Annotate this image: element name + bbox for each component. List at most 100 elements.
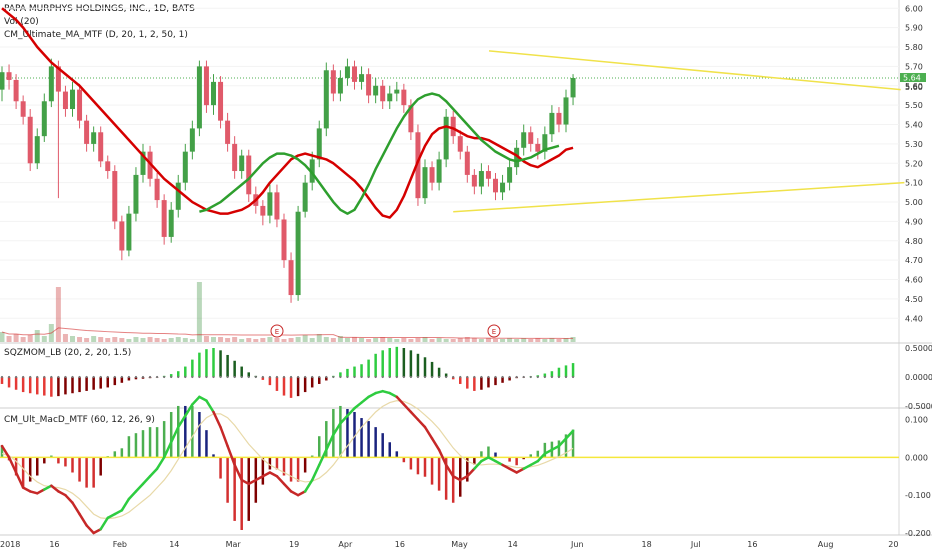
macd-line-segment: [113, 509, 124, 516]
macd-line-segment: [564, 429, 575, 440]
volume-bar: [366, 339, 372, 342]
volume-bar: [20, 337, 26, 342]
sqzmom-squeeze-dot: [50, 375, 53, 379]
candle-body: [535, 143, 541, 152]
time-tick-label: Jun: [570, 540, 584, 549]
trendline: [453, 181, 905, 213]
candle-body: [295, 211, 301, 296]
candle-body: [98, 132, 104, 162]
candle-body: [422, 167, 428, 199]
sqzmom-squeeze-dot: [536, 375, 539, 379]
macd-line-segment: [21, 486, 32, 493]
sqzmom-squeeze-dot: [57, 375, 60, 379]
volume-bar: [330, 338, 336, 342]
candle-body: [161, 200, 167, 237]
sqzmom-squeeze-dot: [184, 375, 187, 379]
macd-line-segment: [437, 448, 448, 467]
time-tick-label: 16: [49, 540, 59, 549]
macd-line-segment: [14, 471, 25, 489]
sqzmom-squeeze-dot: [177, 375, 180, 379]
volume-bar: [457, 338, 463, 342]
sqzmom-squeeze-dot: [261, 375, 264, 379]
macd-line-segment: [226, 444, 236, 467]
candle-body: [485, 171, 491, 179]
sqzmom-squeeze-dot: [543, 375, 546, 379]
macd-line-segment: [57, 490, 67, 497]
candle-body: [274, 192, 280, 220]
time-tick-label: May: [451, 540, 468, 549]
candle-body: [352, 66, 357, 82]
volume-bar: [13, 334, 19, 342]
sqzmom-squeeze-dot: [120, 375, 123, 379]
macd-line-segment: [522, 463, 532, 470]
candle-body: [140, 151, 146, 175]
candle-body: [556, 112, 562, 125]
sqzmom-squeeze-dot: [339, 375, 342, 379]
macd-line-segment: [395, 395, 406, 406]
volume-bar: [514, 339, 520, 342]
macd-line-segment: [494, 459, 504, 467]
sqzmom-squeeze-dot: [198, 375, 201, 379]
macd-line-segment: [36, 488, 46, 495]
volume-bar: [281, 339, 287, 342]
volume-bar: [62, 334, 68, 342]
macd-line-segment: [177, 414, 187, 429]
candle-body: [408, 105, 414, 133]
macd-tick-label: 0.100: [905, 416, 928, 425]
candle-body: [380, 85, 386, 102]
sqzmom-squeeze-dot: [43, 375, 46, 379]
candle-body: [330, 70, 336, 94]
volume-bar: [105, 338, 111, 342]
volume-bar: [323, 337, 329, 342]
price-tick-label: 4.60: [905, 276, 923, 285]
sqzmom-label: SQZMOM_LB (20, 2, 20, 1.5): [4, 348, 131, 358]
sqzmom-squeeze-dot: [473, 375, 476, 379]
candle-body: [147, 151, 153, 179]
macd-line-segment: [487, 456, 497, 463]
sqzmom-squeeze-dot: [466, 375, 469, 379]
volume-bar: [91, 336, 97, 342]
macd-line-segment: [536, 452, 547, 463]
sqzmom-squeeze-dot: [374, 375, 377, 379]
volume-bar: [140, 338, 146, 342]
volume-bar: [203, 336, 209, 342]
sqzmom-squeeze-dot: [297, 375, 300, 379]
macd-line-segment: [310, 463, 321, 482]
sqzmom-squeeze-dot: [515, 375, 518, 379]
candle-body: [464, 151, 470, 175]
time-tick-label: Feb: [113, 540, 127, 549]
macd-line-segment: [162, 441, 173, 459]
ma-indicator-label: CM_Ultimate_MA_MTF (D, 20, 1, 2, 50, 1): [4, 30, 188, 40]
price-tick-label: 5.20: [905, 159, 923, 168]
volume-bar: [380, 337, 386, 342]
volume-bar: [27, 335, 33, 342]
time-tick-label: 2018: [0, 540, 20, 549]
candle-body: [119, 221, 125, 251]
candle-body: [154, 178, 160, 201]
macd-tick-label: 0.000: [905, 453, 928, 462]
sqzmom-squeeze-dot: [501, 375, 504, 379]
moving-averages-layer: [1, 7, 574, 219]
volume-bar: [126, 339, 132, 342]
candle-body: [211, 81, 216, 106]
trendline: [488, 50, 901, 91]
volume-bar: [239, 339, 245, 342]
macd-line-segment: [402, 403, 413, 414]
volume-bar: [175, 337, 181, 342]
candle-body: [55, 66, 61, 92]
sqzmom-squeeze-dot: [7, 375, 11, 379]
volume-bar: [394, 339, 400, 342]
macd-line-segment: [367, 391, 377, 399]
volume-bar: [288, 338, 294, 342]
candle-body: [34, 136, 40, 164]
candle-body: [91, 132, 97, 144]
macd-line-segment: [212, 410, 222, 429]
candle-body: [105, 161, 111, 172]
volume-bar: [309, 338, 315, 342]
volume-bar: [232, 337, 238, 342]
sqzmom-squeeze-dot: [99, 375, 102, 379]
candle-body: [415, 132, 421, 199]
time-tick-label: Jul: [690, 540, 701, 549]
macd-line-segment: [332, 422, 342, 436]
